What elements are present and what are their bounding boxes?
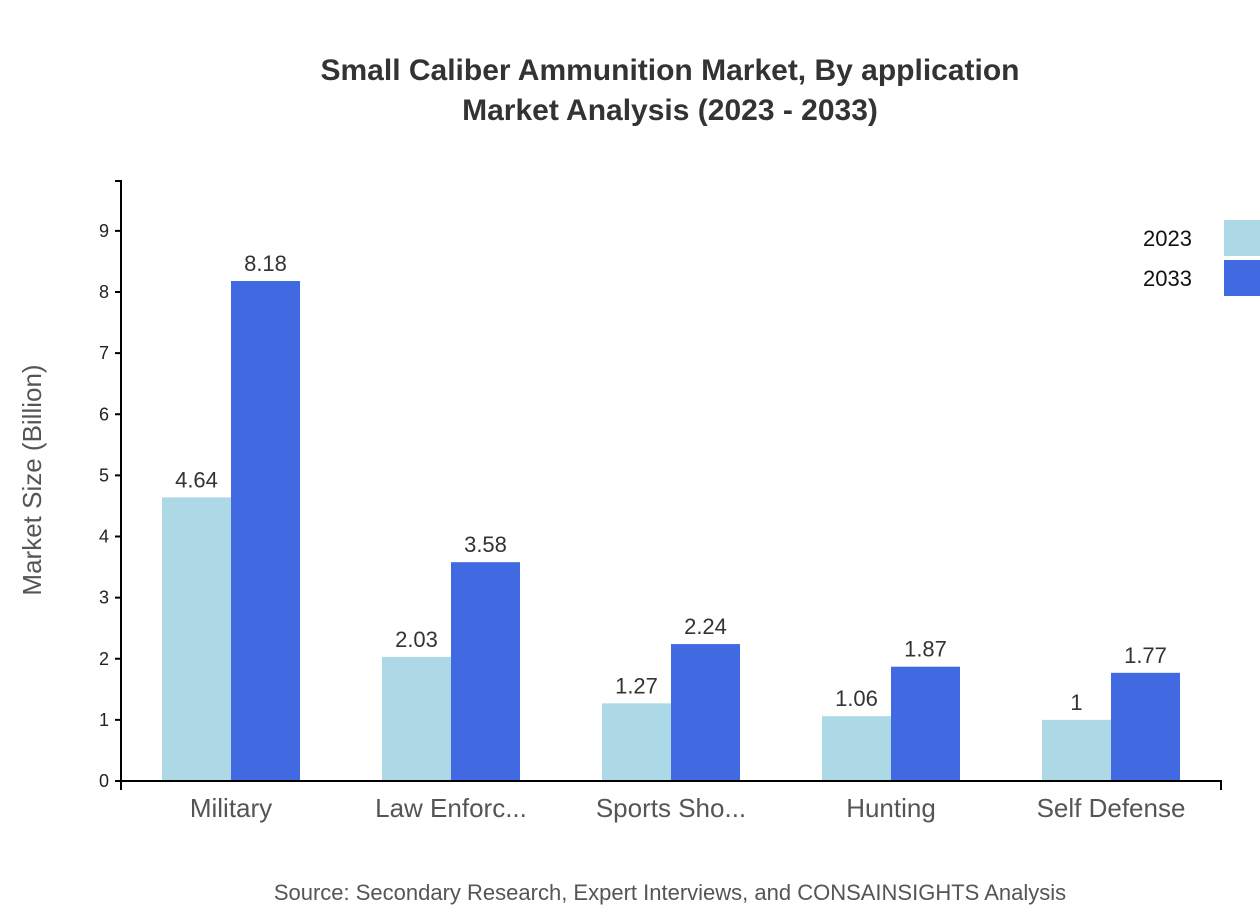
y-tick-label: 6	[99, 404, 109, 424]
y-axis-label: Market Size (Billion)	[17, 364, 47, 595]
y-tick-label: 5	[99, 465, 109, 485]
data-label: 4.64	[175, 467, 218, 492]
source-note: Source: Secondary Research, Expert Inter…	[274, 880, 1066, 905]
bar-2033	[451, 562, 520, 781]
data-label: 8.18	[244, 251, 287, 276]
x-tick-label: Military	[190, 793, 272, 823]
bar-2033	[231, 281, 300, 781]
legend-swatch-2023	[1224, 220, 1260, 256]
legend-label: 2023	[1143, 226, 1192, 251]
y-tick-label: 2	[99, 649, 109, 669]
data-label: 2.24	[684, 614, 727, 639]
bar-2033	[1111, 672, 1180, 781]
legend: 2023 2033	[1143, 220, 1260, 296]
chart-title-line-1: Small Caliber Ammunition Market, By appl…	[320, 54, 1019, 87]
data-label: 1	[1070, 690, 1082, 715]
data-label: 3.58	[464, 532, 507, 557]
axes-group: Military Law Enforc... Sports Sho... Huntin…	[99, 180, 1222, 823]
y-tick-label: 7	[99, 343, 109, 363]
bars-group: 4.64 8.18 2.03 3.58 1.27 2.24 1.06 1.87 1 1.77	[162, 251, 1180, 781]
x-tick-label: Law Enforc...	[375, 793, 527, 823]
y-tick-label: 8	[99, 282, 109, 302]
data-label: 1.77	[1124, 643, 1167, 668]
bar-2023	[822, 716, 891, 781]
y-axis-line	[115, 180, 122, 782]
chart-title-line-2: Market Analysis (2023 - 2033)	[462, 94, 878, 127]
data-label: 1.27	[615, 673, 658, 698]
data-label: 1.87	[904, 637, 947, 662]
bar-2023	[602, 703, 671, 781]
bar-2033	[891, 666, 960, 781]
x-tick-label: Sports Sho...	[596, 793, 746, 823]
data-label: 2.03	[395, 627, 438, 652]
y-tick-label: 1	[99, 710, 109, 730]
legend-label: 2033	[1143, 266, 1192, 291]
legend-swatch-2033	[1224, 260, 1260, 296]
y-tick-label: 9	[99, 221, 109, 241]
x-axis-line	[120, 780, 1222, 790]
x-tick-label: Hunting	[846, 793, 936, 823]
y-tick-label: 3	[99, 588, 109, 608]
bar-2033	[671, 644, 740, 781]
x-tick-label: Self Defense	[1037, 793, 1186, 823]
bar-2023	[1042, 719, 1111, 781]
bar-2023	[382, 656, 451, 781]
y-tick-label: 4	[99, 527, 109, 547]
bar-2023	[162, 497, 231, 781]
data-label: 1.06	[835, 686, 878, 711]
y-tick-label: 0	[99, 771, 109, 791]
